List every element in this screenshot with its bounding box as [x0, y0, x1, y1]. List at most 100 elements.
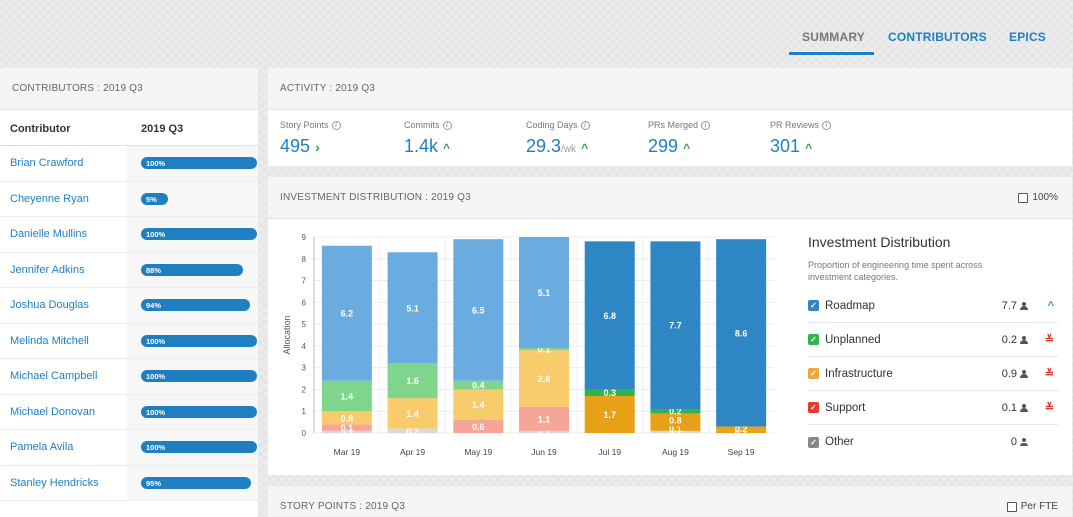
investment-distribution-panel: INVESTMENT DISTRIBUTION : 2019 Q3 100% 0…: [268, 177, 1072, 475]
contributor-row: Michael Donovan 100%: [0, 394, 258, 430]
metric-pr-reviews[interactable]: PR Reviews i 301 ^: [770, 120, 832, 157]
contributor-name-link[interactable]: Danielle Mullins: [10, 228, 88, 240]
x-tick-label: Apr 19: [400, 447, 425, 457]
person-icon: [1020, 438, 1028, 446]
bar-segment-roadmap: [453, 239, 504, 381]
y-tick-label: 8: [302, 255, 307, 264]
allocation-cell: 100%: [127, 217, 258, 252]
contributor-name-link[interactable]: Michael Campbell: [10, 370, 98, 382]
metric-commits[interactable]: Commits i 1.4k ^: [404, 120, 452, 157]
metric-value-row[interactable]: 29.3/wk ^: [526, 136, 590, 157]
percent-toggle[interactable]: 100%: [1018, 192, 1058, 203]
bar-segment-roadmap: [584, 241, 635, 390]
tab-summary[interactable]: SUMMARY: [802, 30, 865, 44]
metric-value-row[interactable]: 495 ›: [280, 136, 341, 157]
trend-right-icon: ›: [315, 139, 320, 155]
metric-coding-days[interactable]: Coding Days i 29.3/wk ^: [526, 120, 590, 157]
legend-item-infrastructure[interactable]: ✓ Infrastructure 0.9 ≚: [808, 357, 1058, 391]
x-tick-label: Mar 19: [334, 447, 361, 457]
x-tick-label: Jul 19: [598, 447, 621, 457]
info-icon[interactable]: i: [822, 120, 832, 130]
metric-story-points[interactable]: Story Points i 495 ›: [280, 120, 341, 157]
bar-data-label: 6.8: [603, 311, 616, 321]
allocation-bar[interactable]: 100%: [141, 370, 257, 382]
info-icon[interactable]: i: [580, 120, 590, 130]
contributor-name-link[interactable]: Melinda Mitchell: [10, 334, 89, 347]
contributor-name-link[interactable]: Pamela Avila: [10, 441, 74, 453]
bar-segment-unplanned: [650, 409, 701, 414]
trend-down-icon: ≚: [1044, 368, 1054, 380]
contributor-name-link[interactable]: Joshua Douglas: [10, 299, 89, 311]
y-tick-label: 6: [302, 298, 307, 307]
legend-item-value: 0: [1011, 436, 1028, 448]
allocation-bar[interactable]: 100%: [141, 334, 257, 347]
y-tick-label: 1: [302, 407, 307, 416]
allocation-bar[interactable]: 88%: [141, 263, 244, 276]
metric-prs-merged[interactable]: PRs Merged i 299 ^: [648, 120, 711, 157]
y-tick-label: 5: [302, 320, 307, 329]
bar-segment-support: [519, 406, 569, 431]
legend-checkbox-icon[interactable]: ✓: [808, 300, 819, 311]
x-tick-label: May 19: [464, 447, 492, 457]
bar-segment-unplanned: [387, 363, 438, 399]
legend-item-support[interactable]: ✓ Support 0.1 ≚: [808, 391, 1058, 425]
bar-segment-support: [453, 419, 504, 433]
metric-value-row[interactable]: 1.4k ^: [404, 136, 452, 157]
per-fte-toggle[interactable]: Per FTE: [1006, 501, 1058, 512]
legend-title: Investment Distribution: [808, 234, 951, 250]
per-fte-toggle-label: Per FTE: [1020, 501, 1058, 512]
person-icon: [1020, 369, 1028, 378]
contributor-name-link[interactable]: Cheyenne Ryan: [10, 192, 89, 205]
bar-segment-unplanned: [321, 380, 372, 412]
allocation-bar[interactable]: 94%: [141, 299, 251, 311]
metric-value-row[interactable]: 299 ^: [648, 136, 710, 157]
contributor-row: Cheyenne Ryan 5%: [0, 181, 258, 217]
allocation-bar[interactable]: 95%: [141, 476, 252, 489]
legend-item-roadmap[interactable]: ✓ Roadmap 7.7 ^: [808, 289, 1058, 323]
legend-item-other[interactable]: ✓ Other 0: [808, 425, 1058, 459]
legend-checkbox-icon[interactable]: ✓: [808, 368, 819, 379]
percent-checkbox[interactable]: [1018, 192, 1029, 203]
legend-item-name: Roadmap: [825, 299, 875, 312]
contributor-name-link[interactable]: Jennifer Adkins: [10, 263, 85, 276]
y-tick-label: 2: [302, 385, 307, 394]
info-icon[interactable]: i: [331, 120, 341, 130]
bar-data-label: 6.2: [341, 309, 354, 319]
contributor-name-link[interactable]: Michael Donovan: [10, 405, 95, 418]
activity-panel-title: ACTIVITY : 2019 Q3: [268, 68, 1072, 110]
allocation-bar[interactable]: 100%: [141, 228, 257, 240]
story-points-panel-title: STORY POINTS : 2019 Q3: [268, 486, 1072, 517]
bar-segment-infrastructure: [519, 350, 569, 407]
contributor-name-link[interactable]: Brian Crawford: [10, 157, 84, 169]
bar-segment-infrastructure: [716, 426, 767, 431]
legend-item-unplanned[interactable]: ✓ Unplanned 0.2 ≚: [808, 323, 1058, 357]
allocation-bar[interactable]: 100%: [141, 157, 257, 169]
bar-data-label: 0.1: [735, 427, 748, 437]
info-icon[interactable]: i: [701, 120, 711, 130]
legend-checkbox-icon[interactable]: ✓: [808, 402, 819, 413]
per-fte-checkbox[interactable]: [1006, 501, 1017, 512]
metric-unit: /wk: [561, 144, 577, 155]
trend-up-icon: ^: [443, 141, 451, 155]
tab-contributors[interactable]: CONTRIBUTORS: [888, 30, 987, 44]
trend-up-icon: ^: [683, 141, 691, 155]
info-icon[interactable]: i: [442, 120, 452, 130]
contributor-row: Michael Campbell 100%: [0, 359, 258, 395]
bar-data-label: 0.1: [538, 427, 551, 437]
contributor-name-link[interactable]: Stanley Hendricks: [10, 476, 99, 489]
metric-value-row[interactable]: 301 ^: [770, 136, 831, 157]
bar-segment-infrastructure: [584, 395, 635, 433]
bar-data-label: 6.5: [472, 305, 485, 315]
bar-data-label: 5.1: [406, 303, 419, 313]
legend-checkbox-icon[interactable]: ✓: [808, 436, 819, 448]
allocation-bar[interactable]: 5%: [141, 192, 168, 205]
trend-up-icon: ^: [581, 141, 589, 155]
bar-data-label: 0.1: [341, 423, 354, 433]
legend-value-text: 0.9: [1001, 367, 1017, 380]
allocation-bar[interactable]: 100%: [141, 405, 257, 418]
allocation-bar[interactable]: 100%: [141, 441, 257, 453]
legend-item-value: 0.2: [1002, 334, 1028, 346]
tab-epics[interactable]: EPICS: [1009, 30, 1047, 44]
legend-checkbox-icon[interactable]: ✓: [808, 334, 819, 345]
